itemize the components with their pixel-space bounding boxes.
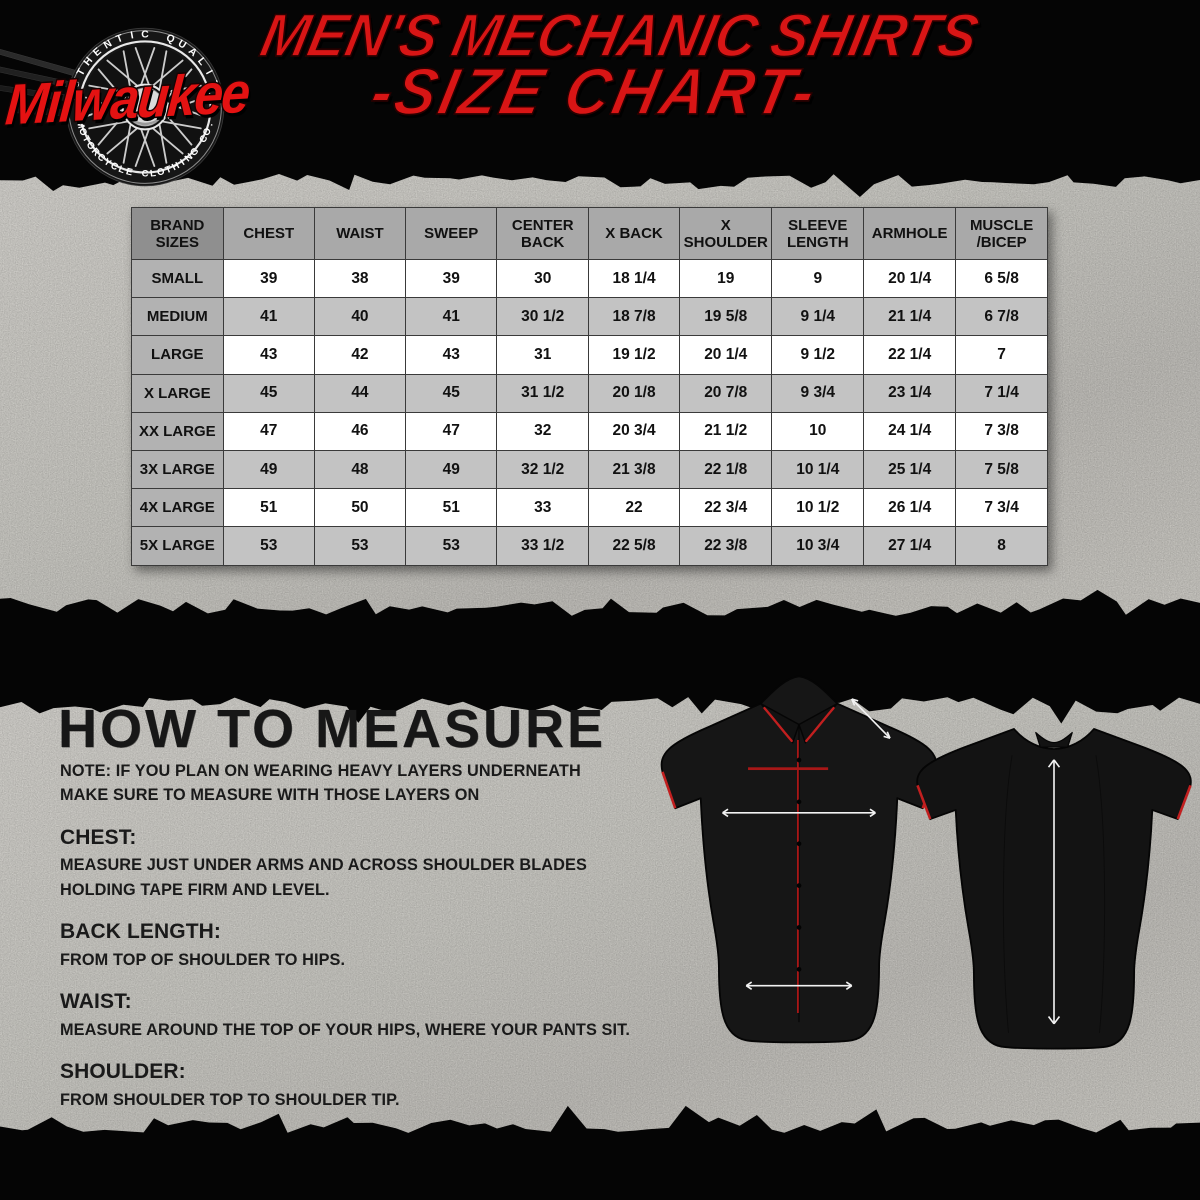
svg-text:C: C [142, 169, 149, 180]
svg-text:C: C [141, 29, 149, 40]
